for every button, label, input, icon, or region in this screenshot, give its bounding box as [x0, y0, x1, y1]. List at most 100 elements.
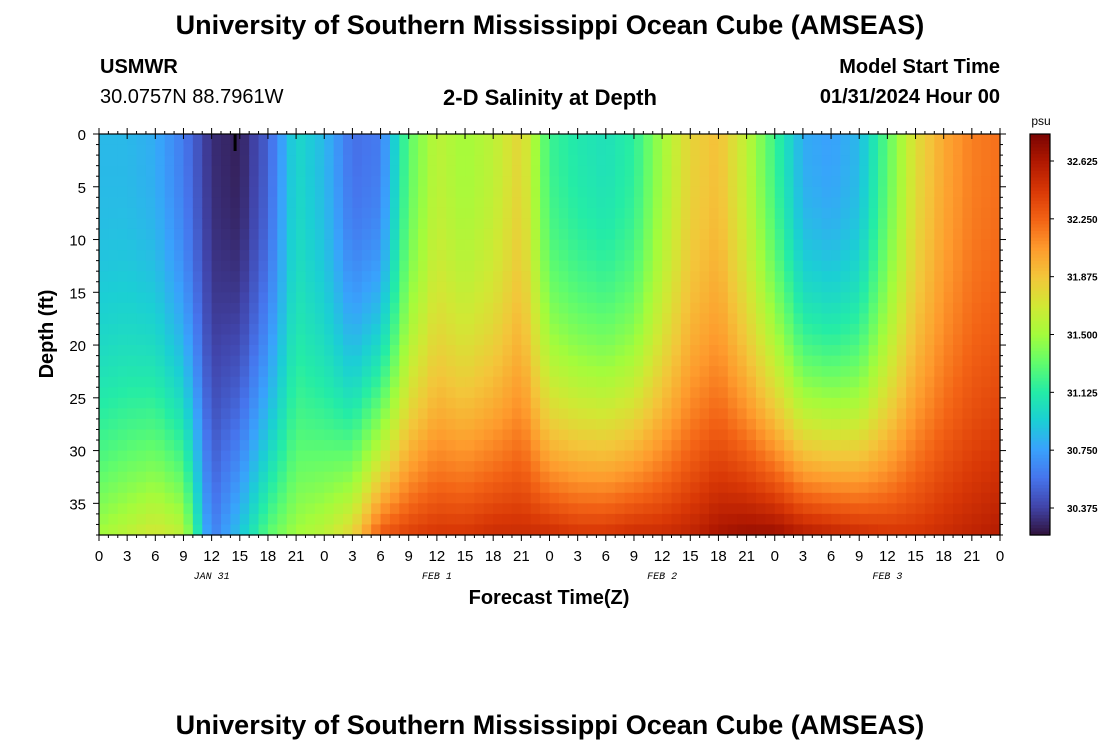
- heatmap-cell: [483, 376, 494, 388]
- heatmap-cell: [887, 345, 898, 357]
- heatmap-cell: [971, 524, 982, 536]
- heatmap-cell: [662, 176, 673, 188]
- heatmap-cell: [784, 429, 795, 441]
- heatmap-cell: [436, 366, 447, 378]
- heatmap-cell: [465, 292, 476, 304]
- heatmap-cell: [511, 260, 522, 272]
- heatmap-cell: [493, 513, 504, 526]
- heatmap-cell: [408, 503, 419, 515]
- heatmap-cell: [558, 408, 569, 420]
- heatmap-cell: [568, 281, 579, 293]
- heatmap-cell: [784, 345, 795, 357]
- heatmap-cell: [877, 471, 888, 483]
- heatmap-cell: [164, 418, 175, 431]
- heatmap-cell: [136, 513, 147, 526]
- heatmap-cell: [877, 482, 888, 494]
- heatmap-cell: [211, 376, 222, 388]
- heatmap-cell: [943, 397, 954, 409]
- heatmap-cell: [239, 228, 250, 241]
- heatmap-cell: [267, 418, 278, 431]
- heatmap-cell: [127, 513, 138, 526]
- heatmap-cell: [558, 366, 569, 378]
- heatmap-cell: [577, 134, 588, 146]
- heatmap-cell: [239, 397, 250, 409]
- heatmap-cell: [483, 292, 494, 304]
- heatmap-cell: [267, 345, 278, 357]
- heatmap-cell: [549, 302, 560, 314]
- heatmap-cell: [333, 228, 344, 241]
- colorbar-segment: [1030, 364, 1050, 369]
- heatmap-cell: [943, 440, 954, 452]
- heatmap-cell: [765, 482, 776, 494]
- heatmap-cell: [465, 197, 476, 209]
- heatmap-cell: [239, 376, 250, 388]
- heatmap-cell: [239, 524, 250, 536]
- heatmap-cell: [305, 134, 316, 146]
- heatmap-cell: [127, 186, 138, 198]
- heatmap-cell: [127, 144, 138, 156]
- heatmap-cell: [380, 334, 391, 346]
- heatmap-cell: [596, 471, 607, 483]
- heatmap-cell: [840, 207, 851, 220]
- heatmap-cell: [868, 524, 879, 536]
- heatmap-cell: [314, 250, 325, 262]
- heatmap-cell: [605, 292, 616, 304]
- heatmap-cell: [624, 482, 635, 494]
- heatmap-cell: [906, 323, 917, 336]
- heatmap-cell: [418, 218, 429, 230]
- heatmap-cell: [117, 440, 128, 452]
- heatmap-cell: [840, 345, 851, 357]
- colorbar-segment: [1030, 384, 1050, 389]
- heatmap-cell: [352, 186, 363, 198]
- heatmap-cell: [887, 250, 898, 262]
- heatmap-cell: [352, 197, 363, 209]
- heatmap-cell: [755, 228, 766, 241]
- heatmap-cell: [971, 144, 982, 156]
- heatmap-cell: [802, 155, 813, 167]
- colorbar-segment: [1030, 514, 1050, 519]
- heatmap-cell: [615, 524, 626, 536]
- heatmap-cell: [249, 292, 260, 304]
- heatmap-cell: [624, 207, 635, 220]
- heatmap-cell: [155, 355, 166, 367]
- heatmap-cell: [633, 503, 644, 515]
- heatmap-cell: [934, 313, 945, 325]
- heatmap-cell: [671, 239, 682, 251]
- heatmap-cell: [380, 281, 391, 293]
- heatmap-cell: [174, 440, 185, 452]
- heatmap-cell: [962, 302, 973, 314]
- heatmap-cell: [633, 323, 644, 336]
- heatmap-cell: [774, 471, 785, 483]
- heatmap-cell: [596, 429, 607, 441]
- heatmap-cell: [943, 197, 954, 209]
- heatmap-cell: [793, 503, 804, 515]
- heatmap-cell: [343, 418, 354, 431]
- heatmap-cell: [127, 429, 138, 441]
- heatmap-cell: [633, 271, 644, 283]
- heatmap-cell: [943, 503, 954, 515]
- colorbar-segment: [1030, 471, 1050, 476]
- heatmap-cell: [690, 313, 701, 325]
- heatmap-cell: [727, 524, 738, 536]
- heatmap-cell: [587, 345, 598, 357]
- heatmap-cell: [962, 429, 973, 441]
- heatmap-cell: [446, 281, 457, 293]
- heatmap-cell: [774, 429, 785, 441]
- heatmap-cell: [99, 461, 109, 473]
- heatmap-cell: [474, 144, 485, 156]
- heatmap-cell: [981, 165, 992, 177]
- heatmap-cell: [145, 302, 156, 314]
- heatmap-cell: [662, 408, 673, 420]
- heatmap-cell: [117, 228, 128, 241]
- heatmap-cell: [859, 292, 870, 304]
- heatmap-cell: [427, 482, 438, 494]
- heatmap-cell: [990, 471, 1001, 483]
- heatmap-cell: [305, 218, 316, 230]
- heatmap-cell: [934, 228, 945, 241]
- heatmap-cell: [361, 228, 372, 241]
- heatmap-cell: [962, 260, 973, 272]
- model-start-label: Model Start Time: [839, 56, 1000, 78]
- heatmap-cell: [333, 239, 344, 251]
- heatmap-cell: [305, 355, 316, 367]
- heatmap-cell: [633, 513, 644, 526]
